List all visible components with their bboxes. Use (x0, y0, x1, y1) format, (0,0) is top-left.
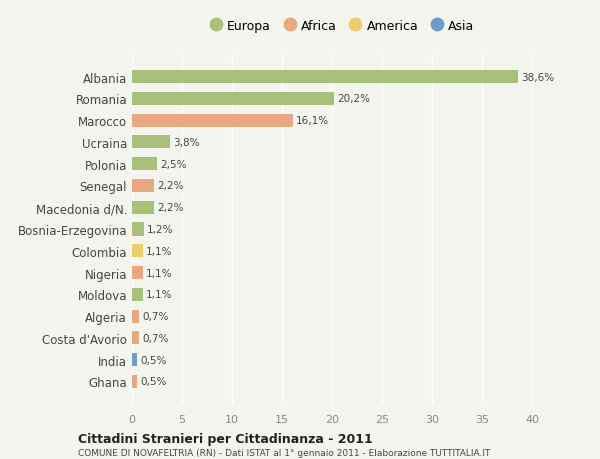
Text: 1,1%: 1,1% (146, 290, 173, 300)
Bar (132, 353, 137, 366)
Text: 0,5%: 0,5% (140, 355, 166, 365)
Text: 3,8%: 3,8% (173, 138, 199, 148)
Text: 0,7%: 0,7% (142, 311, 169, 321)
Bar (132, 331, 139, 345)
Bar (132, 375, 137, 388)
Bar (132, 158, 157, 171)
Text: 2,2%: 2,2% (157, 181, 184, 191)
Bar (132, 136, 170, 149)
Text: 2,2%: 2,2% (157, 203, 184, 213)
Bar (132, 93, 334, 106)
Text: 16,1%: 16,1% (296, 116, 329, 126)
Bar (132, 71, 518, 84)
Text: 38,6%: 38,6% (521, 73, 554, 83)
Text: 1,1%: 1,1% (146, 246, 173, 256)
Legend: Europa, Africa, America, Asia: Europa, Africa, America, Asia (206, 16, 478, 36)
Bar (132, 179, 154, 193)
Bar (132, 310, 139, 323)
Text: 0,5%: 0,5% (140, 376, 166, 386)
Text: 1,1%: 1,1% (146, 268, 173, 278)
Text: 1,2%: 1,2% (147, 224, 173, 235)
Bar (132, 201, 154, 214)
Text: 20,2%: 20,2% (337, 94, 370, 104)
Bar (132, 114, 293, 128)
Bar (132, 223, 144, 236)
Text: 2,5%: 2,5% (160, 159, 187, 169)
Bar (132, 266, 143, 280)
Text: COMUNE DI NOVAFELTRIA (RN) - Dati ISTAT al 1° gennaio 2011 - Elaborazione TUTTIT: COMUNE DI NOVAFELTRIA (RN) - Dati ISTAT … (78, 448, 490, 457)
Text: 0,7%: 0,7% (142, 333, 169, 343)
Text: Cittadini Stranieri per Cittadinanza - 2011: Cittadini Stranieri per Cittadinanza - 2… (78, 432, 373, 445)
Bar (132, 288, 143, 301)
Bar (132, 245, 143, 258)
